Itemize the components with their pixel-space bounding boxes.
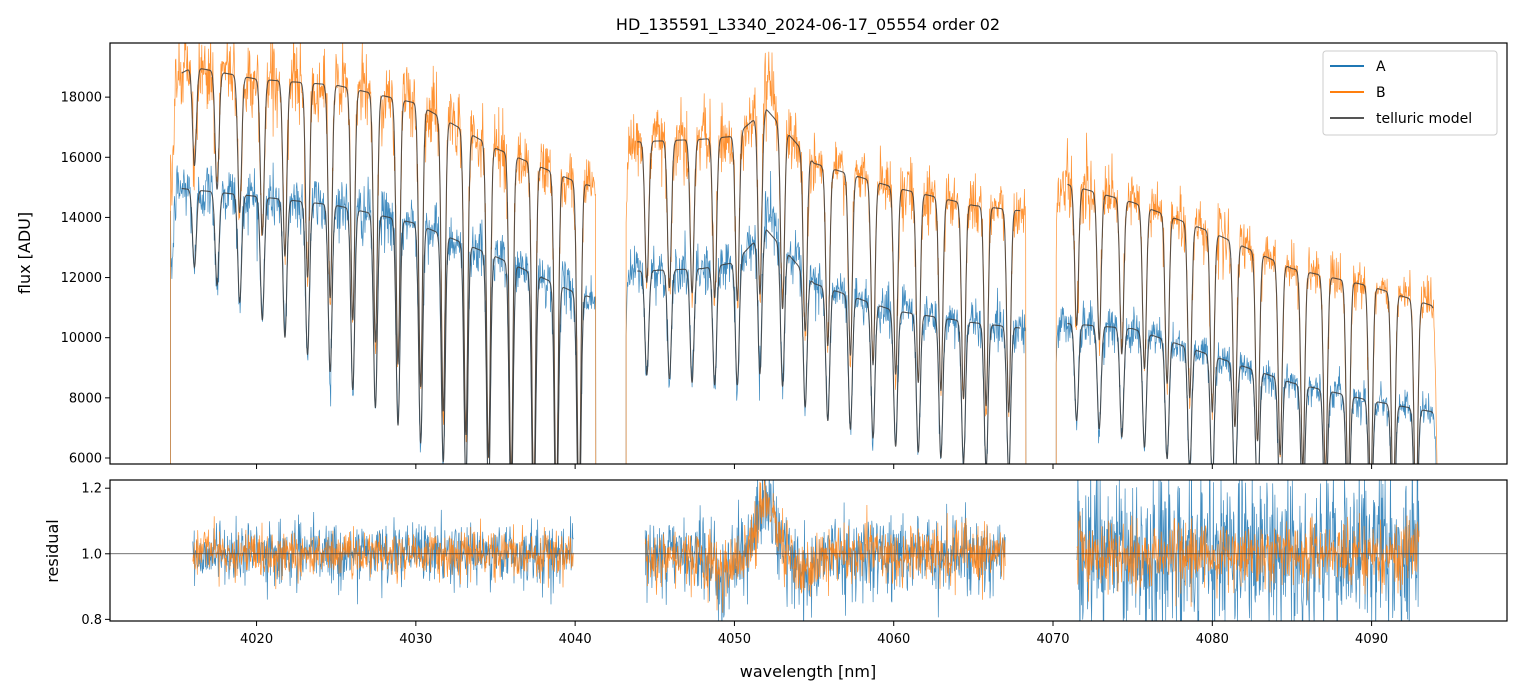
telluric-model-segment-1-1 (181, 187, 591, 464)
flux-x-ticks (256, 464, 1373, 469)
series-telluric-model (181, 68, 1434, 464)
series-b-flux (170, 43, 1438, 464)
residual-xtick-label-6: 4080 (1196, 632, 1229, 647)
residual-xtick-label-0: 4020 (240, 632, 273, 647)
flux-ytick-label-6: 18000 (61, 91, 102, 106)
flux-ytick-label-2: 10000 (61, 331, 102, 346)
telluric-model-segment-2-2 (637, 109, 1021, 413)
legend-label-telluric: telluric model (1376, 111, 1472, 127)
telluric-model-segment-1-3 (1067, 322, 1434, 464)
residual-xtick-label-7: 4090 (1355, 632, 1388, 647)
series-b-residual (192, 480, 1420, 613)
residual-axes-frame (109, 479, 1508, 622)
telluric-model-segment-1-2 (637, 229, 1021, 464)
residual-ytick-label-0: 0.8 (81, 613, 102, 628)
x-axis-label: wavelength [nm] (740, 662, 877, 681)
flux-ytick-label-1: 8000 (69, 391, 102, 406)
flux-plot-area (170, 43, 1438, 464)
legend-label-b: B (1376, 85, 1386, 101)
flux-ytick-label-3: 12000 (61, 271, 102, 286)
series-a-segment-2 (625, 170, 1027, 464)
series-a-flux (170, 162, 1437, 464)
flux-ytick-label-5: 16000 (61, 151, 102, 166)
residual-y-axis-label: residual (43, 519, 62, 582)
legend-label-a: A (1376, 59, 1386, 75)
residual-b-segment-3 (1076, 511, 1420, 607)
flux-y-ticks: 6000 8000 10000 12000 14000 16000 18000 (61, 91, 110, 466)
legend-box (1322, 50, 1498, 136)
flux-panel: 6000 8000 10000 12000 14000 16000 18000 flux [… (15, 42, 1508, 469)
flux-y-axis-label: flux [ADU] (15, 212, 34, 294)
residual-plot-area (110, 480, 1507, 621)
residual-xtick-label-5: 4070 (1036, 632, 1069, 647)
residual-xtick-label-4: 4060 (877, 632, 910, 647)
residual-xtick-label-2: 4040 (559, 632, 592, 647)
chart-title: HD_135591_L3340_2024-06-17_05554 order 0… (616, 15, 1000, 35)
residual-ytick-label-1: 1.0 (81, 547, 102, 562)
telluric-model-segment-2-3 (1067, 183, 1434, 464)
residual-panel: 0.81.01.2 4020 4030 4040 4050 4060 4070 4080 40… (43, 479, 1508, 681)
residual-ytick-label-2: 1.2 (81, 482, 102, 497)
residual-x-ticks: 4020 4030 4040 4050 4060 4070 4080 4090 (240, 621, 1388, 647)
flux-ytick-label-0: 6000 (69, 451, 102, 466)
flux-ytick-label-4: 14000 (61, 211, 102, 226)
telluric-model-segment-2-1 (181, 68, 591, 464)
residual-y-ticks: 0.8 1.0 1.2 (81, 482, 110, 628)
legend: A B telluric model (1322, 50, 1498, 136)
residual-xtick-label-1: 4030 (399, 632, 432, 647)
residual-xtick-label-3: 4050 (718, 632, 751, 647)
residual-a-segment-1 (192, 509, 574, 605)
flux-axes-frame (109, 42, 1508, 465)
residual-b-segment-1 (192, 516, 574, 590)
residual-a-segment-3 (1076, 480, 1420, 621)
